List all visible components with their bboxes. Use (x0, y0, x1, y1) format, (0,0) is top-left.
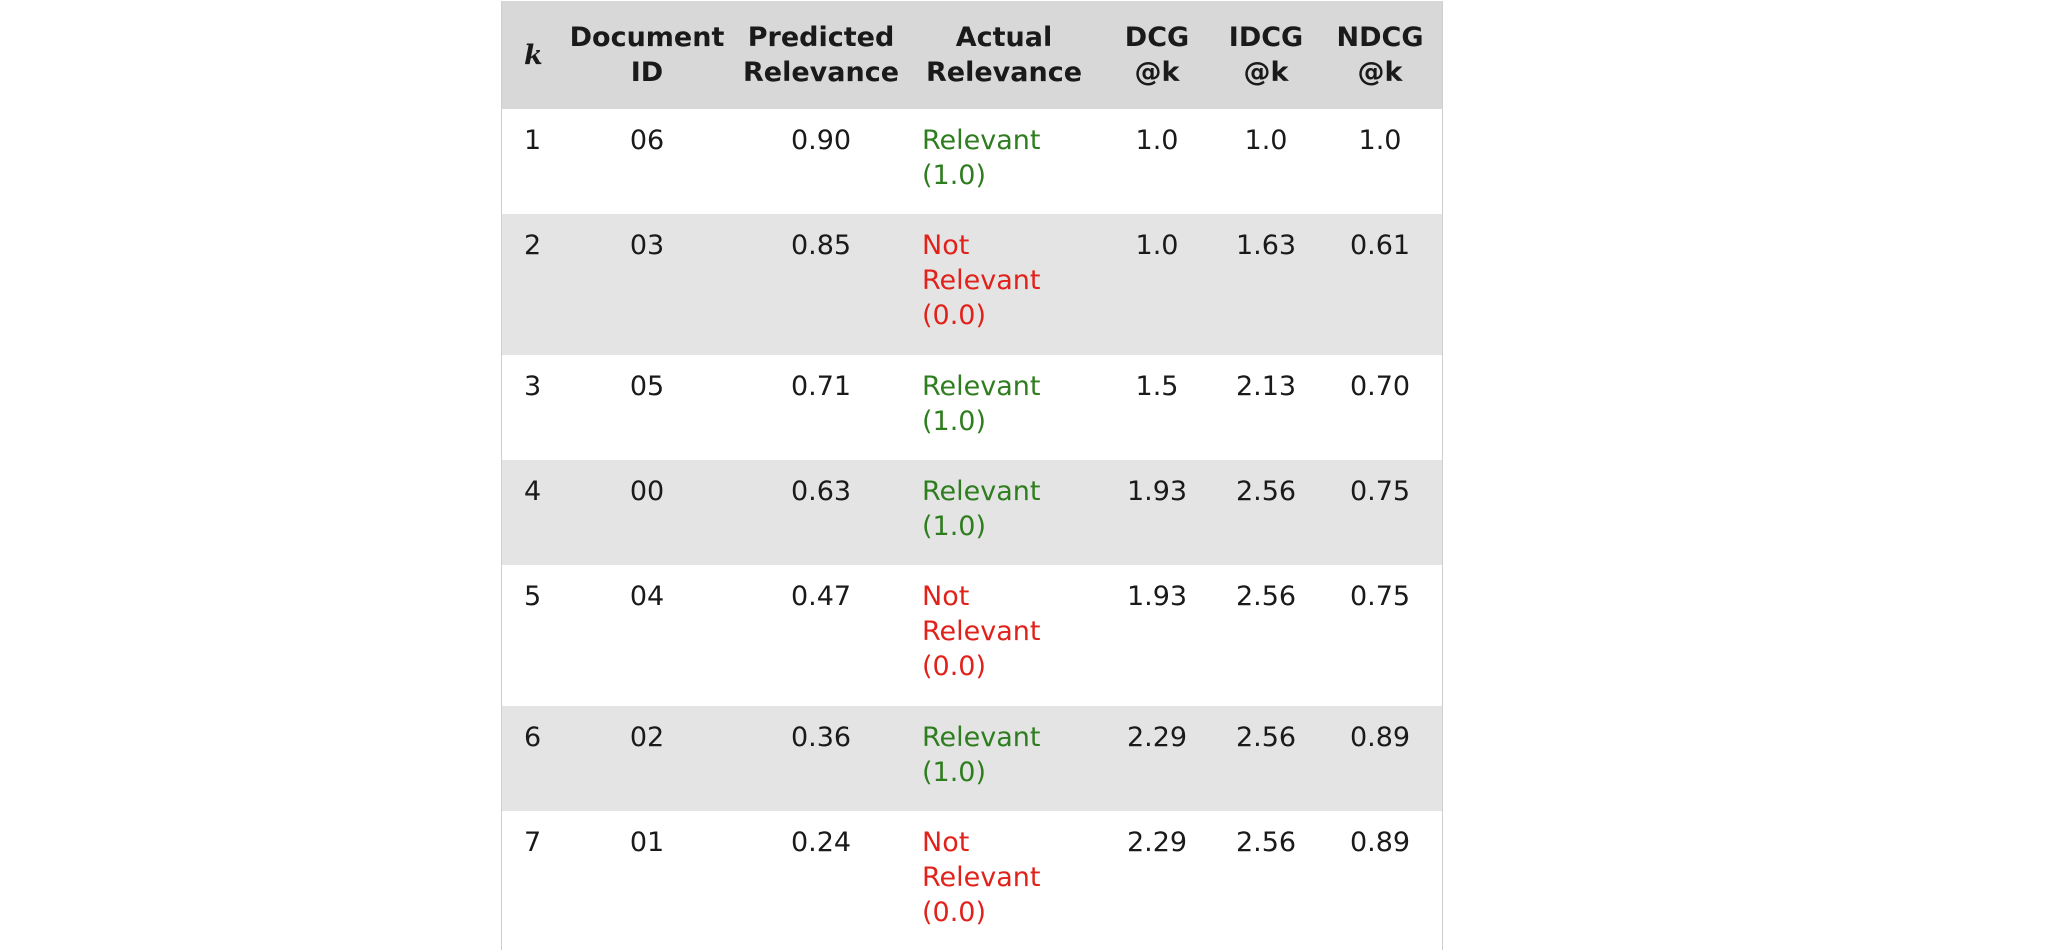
ndcg-table: k Document ID Predicted Relevance Actual… (502, 1, 1442, 950)
cell-k: 6 (524, 722, 542, 753)
cell-predicted-relevance: 0.90 (790, 125, 852, 156)
cell-document-id: 06 (629, 125, 665, 156)
table-body: 1 06 0.90 Relevant (1.0) 1.0 1.0 1.0 2 0… (502, 109, 1442, 950)
header-document-id: Document ID (569, 22, 725, 88)
cell-idcg: 2.13 (1235, 371, 1297, 402)
cell-actual-relevance: Relevant (1.0) (922, 125, 1041, 191)
cell-ndcg: 0.70 (1349, 371, 1411, 402)
cell-actual-relevance: Not Relevant (0.0) (922, 827, 1041, 928)
cell-ndcg: 0.61 (1349, 230, 1411, 261)
cell-ndcg: 0.89 (1349, 722, 1411, 753)
cell-k: 4 (524, 476, 542, 507)
cell-ndcg: 1.0 (1358, 125, 1402, 156)
cell-predicted-relevance: 0.36 (790, 722, 852, 753)
table-row: 7 01 0.24 Not Relevant (0.0) 2.29 2.56 0… (502, 811, 1442, 950)
table-row: 2 03 0.85 Not Relevant (0.0) 1.0 1.63 0.… (502, 214, 1442, 355)
cell-k: 7 (524, 827, 542, 858)
cell-ndcg: 0.89 (1349, 827, 1411, 858)
cell-document-id: 04 (629, 581, 665, 612)
header-k: k (524, 39, 543, 71)
cell-predicted-relevance: 0.47 (790, 581, 852, 612)
cell-idcg: 2.56 (1235, 722, 1297, 753)
cell-k: 5 (524, 581, 542, 612)
cell-actual-relevance: Not Relevant (0.0) (922, 230, 1041, 331)
table-row: 4 00 0.63 Relevant (1.0) 1.93 2.56 0.75 (502, 460, 1442, 565)
cell-dcg: 1.0 (1135, 230, 1179, 261)
cell-document-id: 02 (629, 722, 665, 753)
table-row: 5 04 0.47 Not Relevant (0.0) 1.93 2.56 0… (502, 565, 1442, 706)
cell-predicted-relevance: 0.63 (790, 476, 852, 507)
cell-predicted-relevance: 0.71 (790, 371, 852, 402)
cell-idcg: 2.56 (1235, 476, 1297, 507)
table-row: 1 06 0.90 Relevant (1.0) 1.0 1.0 1.0 (502, 109, 1442, 214)
table-row: 6 02 0.36 Relevant (1.0) 2.29 2.56 0.89 (502, 706, 1442, 811)
cell-document-id: 03 (629, 230, 665, 261)
cell-actual-relevance: Relevant (1.0) (922, 371, 1041, 437)
cell-idcg: 2.56 (1235, 827, 1297, 858)
cell-dcg: 1.0 (1135, 125, 1179, 156)
cell-k: 3 (524, 371, 542, 402)
table-row: 3 05 0.71 Relevant (1.0) 1.5 2.13 0.70 (502, 355, 1442, 460)
cell-ndcg: 0.75 (1349, 476, 1411, 507)
cell-ndcg: 0.75 (1349, 581, 1411, 612)
cell-actual-relevance: Not Relevant (0.0) (922, 581, 1041, 682)
cell-document-id: 01 (629, 827, 665, 858)
cell-predicted-relevance: 0.85 (790, 230, 852, 261)
header-idcg: IDCG @k (1228, 22, 1304, 88)
cell-dcg: 2.29 (1126, 827, 1188, 858)
header-dcg: DCG @k (1124, 22, 1190, 88)
ndcg-table-container: k Document ID Predicted Relevance Actual… (501, 1, 1443, 950)
table-header: k Document ID Predicted Relevance Actual… (502, 1, 1442, 109)
header-actual-relevance: Actual Relevance (925, 22, 1083, 88)
cell-actual-relevance: Relevant (1.0) (922, 722, 1041, 788)
cell-dcg: 1.5 (1135, 371, 1179, 402)
cell-dcg: 2.29 (1126, 722, 1188, 753)
cell-idcg: 1.63 (1235, 230, 1297, 261)
cell-document-id: 05 (629, 371, 665, 402)
header-row: k Document ID Predicted Relevance Actual… (502, 1, 1442, 109)
cell-idcg: 1.0 (1244, 125, 1288, 156)
cell-actual-relevance: Relevant (1.0) (922, 476, 1041, 542)
cell-idcg: 2.56 (1235, 581, 1297, 612)
cell-k: 2 (524, 230, 542, 261)
cell-predicted-relevance: 0.24 (790, 827, 852, 858)
header-predicted-relevance: Predicted Relevance (742, 22, 900, 88)
cell-k: 1 (524, 125, 542, 156)
cell-dcg: 1.93 (1126, 476, 1188, 507)
cell-dcg: 1.93 (1126, 581, 1188, 612)
header-ndcg: NDCG @k (1336, 22, 1424, 88)
cell-document-id: 00 (629, 476, 665, 507)
